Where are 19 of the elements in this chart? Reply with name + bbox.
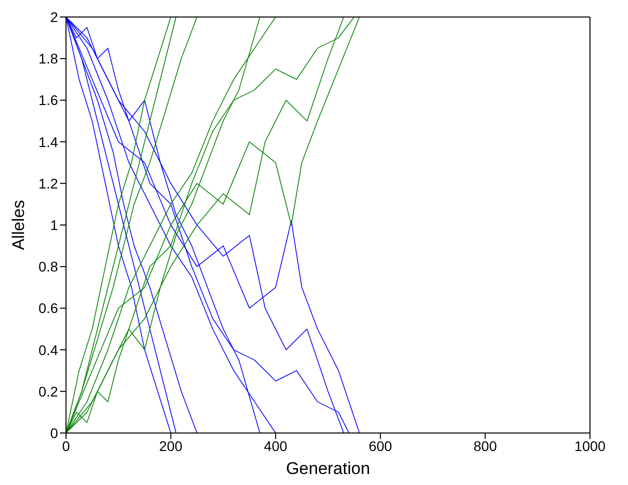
y-tick-label: 0.4 xyxy=(38,342,58,358)
y-tick-label: 1.2 xyxy=(38,175,58,192)
y-tick-label: 0.6 xyxy=(38,300,58,316)
y-tick-label: 1.4 xyxy=(38,134,58,150)
x-tick-label: 400 xyxy=(264,438,288,454)
x-tick-label: 1000 xyxy=(574,438,606,454)
y-tick-label: 1.8 xyxy=(38,50,58,67)
x-tick-label: 600 xyxy=(368,438,392,454)
y-tick-label: 1 xyxy=(50,216,58,233)
y-axis-title: Alleles xyxy=(9,200,28,250)
y-tick-label: 0 xyxy=(50,424,58,441)
y-tick-label: 2 xyxy=(50,8,58,25)
y-tick-label: 1.6 xyxy=(38,92,58,108)
x-axis-title: Generation xyxy=(286,459,370,478)
x-tick-label: 800 xyxy=(474,438,498,454)
y-tick-label: 0.8 xyxy=(38,258,58,275)
y-tick-label: 0.2 xyxy=(38,383,58,400)
x-tick-label: 0 xyxy=(62,438,70,454)
x-tick-label: 200 xyxy=(159,438,183,454)
